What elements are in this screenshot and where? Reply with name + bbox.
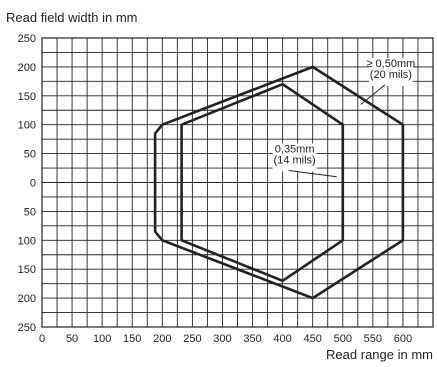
y-tick-label: 250 [18,322,36,334]
y-tick-label: 250 [18,33,36,45]
annotation-text: 0,35mm [275,143,315,155]
y-tick-label: 100 [18,120,36,132]
annotation-bg [272,143,317,172]
x-tick-labels: 0 50 100 150 200 250 300 350 400 450 500 550 600 [39,333,412,345]
y-tick-label: 150 [18,264,36,276]
x-tick-label: 600 [394,333,412,345]
annotation-bg [368,57,413,86]
y-tick-label: 200 [18,293,36,305]
y-tick-label: 200 [18,62,36,74]
x-tick-label: 0 [39,333,45,345]
annotation-text: ≥ 0,50mm [366,58,415,70]
x-tick-label: 350 [243,333,261,345]
series-line-1 [153,65,405,300]
x-tick-label: 400 [273,333,291,345]
x-tick-label: 300 [213,333,231,345]
x-axis-title: Read range in mm [326,347,433,362]
annotation-text: (20 mils) [370,69,412,81]
x-tick-label: 200 [153,333,171,345]
annotation-leader [288,169,337,178]
y-tick-label: 150 [18,91,36,103]
grid [42,38,433,327]
y-tick-label: 100 [18,235,36,247]
x-tick-label: 550 [364,333,382,345]
annotation-text: (14 mils) [274,154,316,166]
x-tick-label: 500 [334,333,352,345]
annotations: ≥ 0,50mm(20 mils) 0,35mm(14 mils) [272,57,415,178]
annotation-leader [360,84,386,105]
series-group [153,65,405,300]
series-line-2 [180,82,345,283]
x-tick-label: 250 [183,333,201,345]
x-tick-label: 150 [123,333,141,345]
x-tick-label: 50 [66,333,78,345]
plot-frame [41,37,434,328]
y-tick-label: 50 [24,206,36,218]
y-axis-title: Read field width in mm [6,10,138,25]
y-tick-label: 0 [30,178,36,190]
x-tick-label: 100 [93,333,111,345]
x-tick-label: 450 [304,333,322,345]
y-tick-label: 50 [24,149,36,161]
y-tick-labels: 250 200 150 100 50 0 50 100 150 200 250 [18,33,36,334]
